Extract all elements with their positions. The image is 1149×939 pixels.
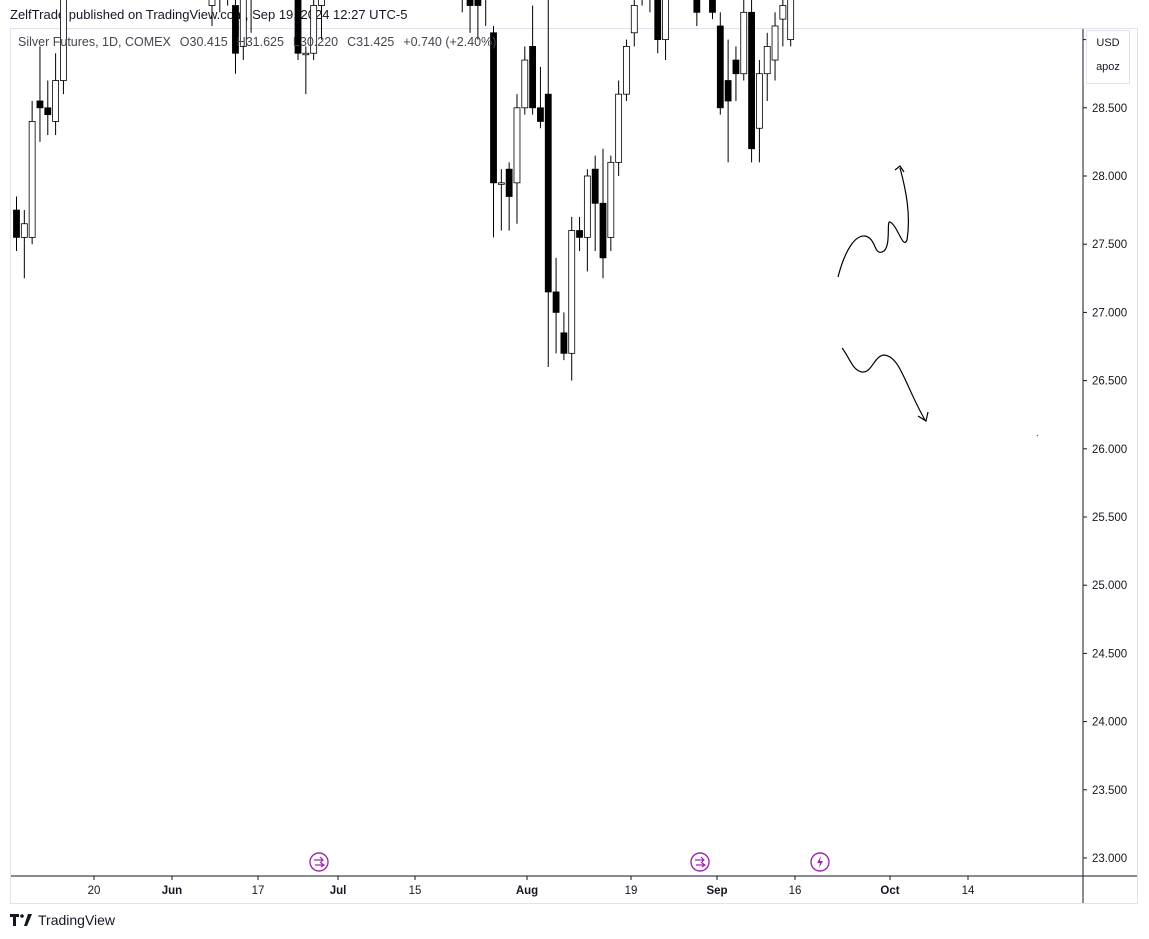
candle-up[interactable] xyxy=(302,52,310,56)
y-tick-label: 28.500 xyxy=(1092,103,1127,115)
candle-up[interactable] xyxy=(521,59,529,109)
y-tick-label: 23.500 xyxy=(1092,785,1127,797)
x-tick-label: Jul xyxy=(330,885,347,897)
split-arrows-icon[interactable] xyxy=(690,852,710,872)
currency-label[interactable]: USD xyxy=(1096,37,1120,49)
split-glyph xyxy=(695,856,707,868)
bearish-arrowhead xyxy=(917,411,929,422)
y-tick-label: 24.500 xyxy=(1092,648,1127,660)
candle-down[interactable] xyxy=(716,25,724,109)
candle-down[interactable] xyxy=(537,107,544,122)
publisher-credit: ZelfTrade published on TradingView.com, … xyxy=(10,7,408,22)
legend-low: L30.220 xyxy=(292,35,339,49)
x-tick-label: 20 xyxy=(88,885,101,897)
candle-up[interactable] xyxy=(740,11,748,75)
candle-down[interactable] xyxy=(44,107,52,116)
candle-down[interactable] xyxy=(591,168,599,204)
symbol-legend: Silver Futures, 1D, COMEX O30.415 H31.62… xyxy=(18,35,498,49)
y-tick-label: 25.500 xyxy=(1092,512,1127,524)
x-tick-label: 16 xyxy=(789,885,802,897)
candle-up[interactable] xyxy=(28,121,36,238)
candle-up[interactable] xyxy=(756,73,763,129)
candle-up[interactable] xyxy=(52,80,59,122)
stray-dot xyxy=(1036,434,1039,437)
candle-down[interactable] xyxy=(552,291,560,313)
candle-down[interactable] xyxy=(709,0,716,13)
x-tick-label: Aug xyxy=(516,885,538,897)
candle-up[interactable] xyxy=(771,25,779,61)
candle-down[interactable] xyxy=(232,5,239,54)
candle-down[interactable] xyxy=(13,209,20,238)
tradingview-logo-icon xyxy=(10,914,32,926)
candle-up[interactable] xyxy=(630,5,638,34)
candle-down[interactable] xyxy=(599,202,607,259)
candle-down[interactable] xyxy=(748,11,755,150)
y-tick-label: 28.000 xyxy=(1092,171,1127,183)
x-tick-label: Sep xyxy=(706,885,727,897)
legend-change: +0.740 (+2.40%) xyxy=(403,35,497,49)
brand-name: TradingView xyxy=(38,912,116,928)
bullish-arrowhead xyxy=(894,165,905,173)
split-glyph xyxy=(314,856,326,868)
candle-up[interactable] xyxy=(787,0,795,40)
y-tick-label: 23.000 xyxy=(1092,853,1127,865)
y-tick-label: 27.000 xyxy=(1092,307,1127,319)
candle-up[interactable] xyxy=(208,0,216,6)
candle-up[interactable] xyxy=(763,46,771,75)
candle-down[interactable] xyxy=(36,100,44,109)
candle-up[interactable] xyxy=(497,182,505,185)
y-tick-label: 27.500 xyxy=(1092,239,1127,251)
candle-down[interactable] xyxy=(576,230,583,238)
x-tick-label: 15 xyxy=(409,885,422,897)
candle-up[interactable] xyxy=(318,0,325,6)
bullish-projection-arrow xyxy=(837,167,910,278)
candle-down[interactable] xyxy=(544,93,552,293)
chart-frame xyxy=(10,28,1138,904)
candle-down[interactable] xyxy=(505,168,513,197)
x-tick-label: 14 xyxy=(962,885,975,897)
y-tick-label: 26.000 xyxy=(1092,444,1127,456)
scale-mode-label[interactable]: apoz xyxy=(1096,61,1120,73)
candle-up[interactable] xyxy=(615,93,623,163)
candle-up[interactable] xyxy=(607,161,615,238)
candle-up[interactable] xyxy=(310,5,318,54)
legend-open: O30.415 xyxy=(179,35,228,49)
candle-down[interactable] xyxy=(474,0,482,6)
candle-down[interactable] xyxy=(560,332,568,354)
candle-down[interactable] xyxy=(732,59,740,75)
x-tick-label: 17 xyxy=(252,885,265,897)
candle-up[interactable] xyxy=(513,107,521,184)
candle-up[interactable] xyxy=(583,175,591,238)
candle-down[interactable] xyxy=(654,0,662,41)
candle-down[interactable] xyxy=(529,46,537,109)
legend-close: C31.425 xyxy=(347,35,395,49)
candle-down[interactable] xyxy=(724,80,732,102)
candle-up[interactable] xyxy=(20,223,28,238)
bearish-projection-arrow xyxy=(841,347,926,421)
candle-up[interactable] xyxy=(568,230,576,354)
y-tick-label: 26.500 xyxy=(1092,376,1127,388)
candle-up[interactable] xyxy=(779,5,787,20)
price-scale-settings[interactable]: USD apoz xyxy=(1086,30,1130,84)
candle-up[interactable] xyxy=(239,0,247,47)
y-tick-label: 25.000 xyxy=(1092,580,1127,592)
candle-down[interactable] xyxy=(466,0,474,6)
y-tick-label: 24.000 xyxy=(1092,717,1127,729)
symbol-name: Silver Futures, 1D, COMEX xyxy=(18,35,171,49)
x-tick-label: 19 xyxy=(625,885,638,897)
split-arrows-icon[interactable] xyxy=(309,852,329,872)
x-tick-label: Jun xyxy=(162,885,182,897)
candle-up[interactable] xyxy=(662,0,669,41)
candle-up[interactable] xyxy=(623,46,630,95)
candle-up[interactable] xyxy=(60,0,67,81)
candle-down[interactable] xyxy=(294,0,302,54)
legend-high: H31.625 xyxy=(236,35,284,49)
candle-down[interactable] xyxy=(693,0,701,13)
lightning-glyph xyxy=(817,856,823,868)
candle-down[interactable] xyxy=(490,32,497,184)
footer-brand: TradingView xyxy=(10,912,115,928)
x-tick-label: Oct xyxy=(880,885,899,897)
